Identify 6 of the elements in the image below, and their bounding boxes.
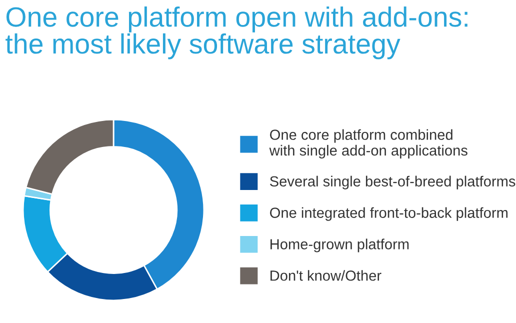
legend-label: Several single best-of-breed platforms — [270, 176, 516, 190]
legend-label: One integrated front-to-back platform — [270, 207, 508, 221]
legend-label: Home-grown platform — [270, 238, 409, 252]
legend-label: Don't know/Other — [270, 270, 382, 281]
chart-title: One core platform open with add-ons: the most likely software strategy — [6, 6, 468, 60]
legend-label: One core platform combined with single add-on applications — [269, 129, 468, 159]
